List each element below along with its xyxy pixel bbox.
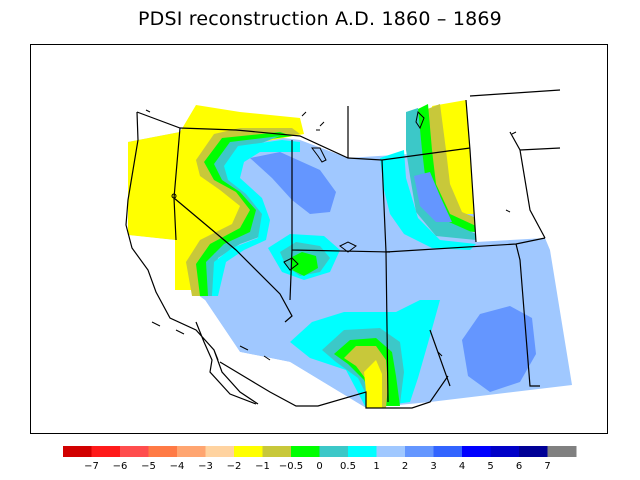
colorbar-swatch xyxy=(63,446,92,457)
colorbar-label: 5 xyxy=(487,461,493,472)
pdsi-field-cyan-west xyxy=(212,140,300,296)
colorbar-label: 4 xyxy=(459,461,465,472)
colorbar-label: −1 xyxy=(255,461,270,472)
colorbar-label: 6 xyxy=(516,461,522,472)
colorbar-label: 3 xyxy=(430,461,436,472)
colorbar-label: −6 xyxy=(113,461,128,472)
colorbar-swatch xyxy=(120,446,149,457)
colorbar-swatch xyxy=(547,446,577,457)
colorbar-label: 0.5 xyxy=(340,461,356,472)
pdsi-field-olive-northeast xyxy=(420,104,476,226)
colorbar-label: −0.5 xyxy=(279,461,303,472)
pdsi-field-mid-blue-northeast xyxy=(414,172,452,222)
colorbar-label: −3 xyxy=(198,461,213,472)
pdsi-field-yellow-south xyxy=(364,360,382,408)
colorbar-label: −7 xyxy=(84,461,99,472)
lakes-islands xyxy=(145,109,517,361)
colorbar-swatch xyxy=(319,446,349,457)
colorbar-swatch xyxy=(405,446,434,457)
pdsi-field-mid-blue-north xyxy=(250,152,336,214)
colorbar-swatch xyxy=(376,446,406,457)
colorbar-swatch xyxy=(519,446,548,457)
colorbar-swatch xyxy=(262,446,292,457)
pdsi-field-green-center xyxy=(290,252,318,276)
colorbar-swatch xyxy=(291,446,320,457)
colorbar-swatch xyxy=(462,446,491,457)
city-marker xyxy=(171,193,177,199)
colorbar-swatch xyxy=(205,446,235,457)
colorbar-swatch xyxy=(148,446,178,457)
colorbar-label: −4 xyxy=(170,461,185,472)
colorbar-label: 0 xyxy=(316,461,322,472)
colorbar-swatch xyxy=(490,446,520,457)
coastline xyxy=(125,111,259,405)
pdsi-field-mid-blue-southeast xyxy=(462,306,536,392)
colorbar-label: 7 xyxy=(544,461,550,472)
pdsi-field-cyan-northeast xyxy=(380,150,476,250)
pdsi-field-yellow-west xyxy=(128,105,304,290)
colorbar-swatch xyxy=(91,446,121,457)
colorbar-swatch xyxy=(234,446,263,457)
state-boundaries xyxy=(136,89,561,409)
pdsi-field-teal-west xyxy=(206,136,280,296)
map-title: PDSI reconstruction A.D. 1860 – 1869 xyxy=(138,8,502,30)
colorbar-label: −5 xyxy=(141,461,156,472)
colorbar-label: 1 xyxy=(373,461,379,472)
colorbar-swatch xyxy=(433,446,463,457)
colorbar-label: 2 xyxy=(402,461,408,472)
colorbar-swatch xyxy=(177,446,206,457)
colorbar-label: −2 xyxy=(227,461,242,472)
colorbar-swatch xyxy=(348,446,377,457)
mask-northeast xyxy=(466,96,560,242)
mask-pacific xyxy=(60,140,366,420)
